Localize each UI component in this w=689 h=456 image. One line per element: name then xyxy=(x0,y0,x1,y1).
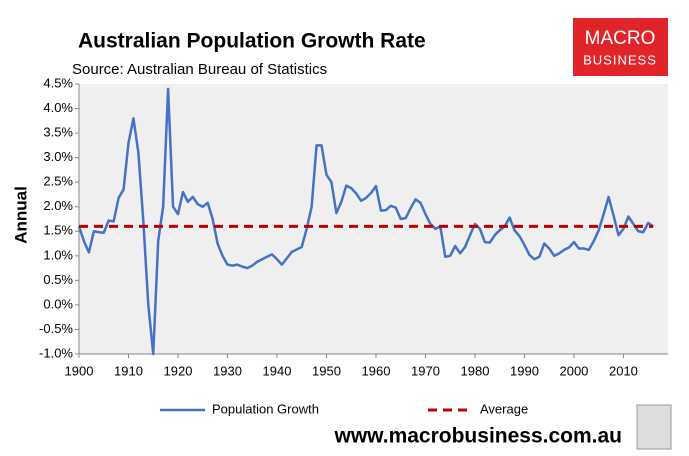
y-axis-label: Annual xyxy=(11,186,30,244)
plot-area xyxy=(79,84,668,354)
y-tick-label: 2.0% xyxy=(43,198,73,213)
x-tick-label: 1920 xyxy=(164,363,193,378)
x-tick-label: 1980 xyxy=(461,363,490,378)
x-tick-label: 1930 xyxy=(213,363,242,378)
logo-text: MACRO xyxy=(585,28,656,49)
y-tick-label: 2.5% xyxy=(43,174,73,189)
x-tick-label: 1970 xyxy=(411,363,440,378)
x-tick-label: 1900 xyxy=(65,363,94,378)
x-tick-label: 1950 xyxy=(312,363,341,378)
logo xyxy=(573,18,668,76)
data-line xyxy=(77,87,654,356)
y-tick-label: -0.5% xyxy=(39,321,73,336)
x-tick-label: 1960 xyxy=(362,363,391,378)
chart-subtitle: Source: Australian Bureau of Statistics xyxy=(72,61,327,78)
legend-label: Population Growth xyxy=(212,401,319,416)
wolf-icon xyxy=(636,404,672,450)
footer: www.macrobusiness.com.au xyxy=(334,425,622,448)
y-tick-label: 3.5% xyxy=(43,125,73,140)
y-tick-label: 1.5% xyxy=(43,223,73,238)
y-tick-label: 3.0% xyxy=(43,149,73,164)
y-tick-label: 0.5% xyxy=(43,272,73,287)
y-tick-label: 4.0% xyxy=(43,100,73,115)
y-tick-label: 1.0% xyxy=(43,247,73,262)
x-tick-label: 2000 xyxy=(559,363,588,378)
x-tick-label: 1910 xyxy=(114,363,143,378)
y-tick-label: -1.0% xyxy=(39,345,73,360)
x-tick-label: 2010 xyxy=(609,363,638,378)
chart-title: Australian Population Growth Rate xyxy=(78,30,426,53)
logo-text: BUSINESS xyxy=(583,52,657,67)
x-tick-label: 1940 xyxy=(263,363,292,378)
x-tick-label: 1990 xyxy=(510,363,539,378)
y-tick-label: 4.5% xyxy=(43,75,73,90)
legend-label: Average xyxy=(480,401,528,416)
y-tick-label: 0.0% xyxy=(43,296,73,311)
